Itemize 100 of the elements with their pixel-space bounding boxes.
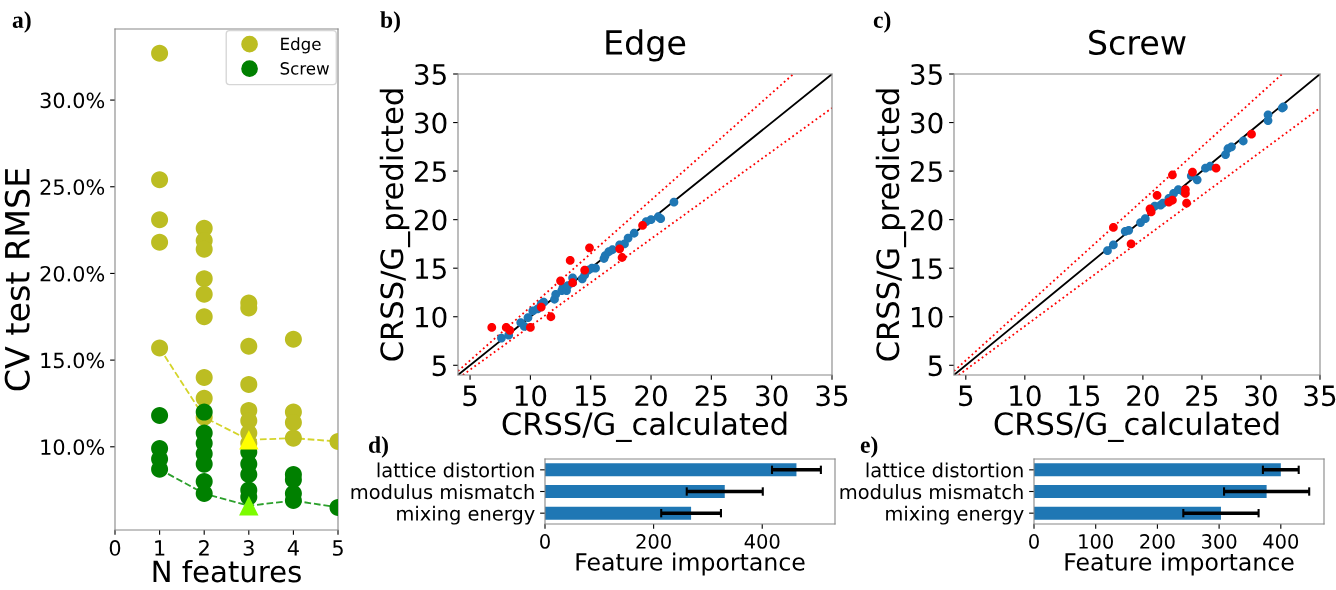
y-axis-title: CV test RMSE bbox=[4, 168, 30, 391]
y-tick-label: 35 bbox=[911, 63, 942, 85]
chart-title: Edge bbox=[606, 29, 686, 62]
text: e) bbox=[860, 436, 878, 458]
x-axis-title: CRSS/G_calculated bbox=[994, 411, 1279, 443]
point bbox=[497, 333, 506, 343]
point bbox=[151, 233, 169, 251]
point bbox=[1247, 129, 1256, 139]
point bbox=[565, 256, 575, 265]
bar bbox=[1034, 506, 1221, 520]
chart-title: Screw bbox=[1089, 29, 1186, 56]
x-tick-label: 5 bbox=[332, 540, 343, 556]
point bbox=[284, 429, 302, 447]
y-tick-label: mixing energy bbox=[886, 505, 1024, 525]
text: c) bbox=[873, 11, 891, 33]
x-tick-label: 5 bbox=[959, 385, 973, 407]
point bbox=[546, 312, 556, 322]
point bbox=[239, 496, 259, 516]
point bbox=[615, 244, 625, 254]
y-tick-label: 30 bbox=[911, 112, 943, 134]
point bbox=[1192, 175, 1202, 185]
bar bbox=[1034, 485, 1267, 498]
y-tick-label: 10 bbox=[911, 306, 943, 328]
x-tick-label: 3 bbox=[243, 540, 254, 556]
x-tick-label: 5 bbox=[463, 385, 477, 407]
y-tick-label: 15.0% bbox=[41, 352, 105, 369]
point bbox=[629, 228, 639, 238]
x-tick-label: 4 bbox=[287, 540, 299, 556]
point bbox=[240, 375, 258, 393]
point bbox=[151, 211, 169, 229]
x-tick-label: 1 bbox=[155, 540, 165, 556]
point bbox=[487, 323, 497, 332]
point bbox=[284, 330, 302, 348]
x-tick-label: 100 bbox=[1079, 534, 1113, 549]
point bbox=[585, 243, 594, 253]
point bbox=[523, 313, 533, 323]
point bbox=[151, 407, 169, 425]
y-tick-label: 20 bbox=[910, 209, 943, 231]
y-tick-label: lattice distortion bbox=[377, 462, 534, 478]
point bbox=[195, 368, 213, 386]
x-tick-label: 10 bbox=[1010, 385, 1041, 407]
y-tick-label: 30 bbox=[415, 112, 447, 134]
point bbox=[551, 290, 561, 299]
point bbox=[1109, 223, 1118, 232]
point bbox=[608, 245, 617, 255]
point bbox=[1168, 170, 1177, 180]
point bbox=[1182, 198, 1191, 208]
point bbox=[1152, 190, 1162, 200]
y-tick-label: 15 bbox=[911, 258, 942, 280]
point bbox=[151, 339, 169, 357]
point bbox=[195, 485, 213, 503]
x-tick-label: 20 bbox=[1127, 385, 1159, 407]
x-tick-label: 25 bbox=[695, 385, 727, 407]
x-axis-title: Feature importance bbox=[576, 552, 805, 576]
x-axis-title: N features bbox=[153, 559, 301, 583]
y-tick-label: 15 bbox=[415, 258, 446, 280]
point bbox=[638, 221, 647, 230]
bar bbox=[545, 485, 725, 498]
x-tick-label: 20 bbox=[635, 385, 667, 407]
point bbox=[669, 197, 679, 207]
y-tick-label: 20 bbox=[414, 209, 447, 231]
y-tick-label: 20.0% bbox=[40, 265, 105, 282]
x-tick-label: 2 bbox=[199, 540, 209, 556]
legend-label: Edge bbox=[281, 37, 321, 54]
x-axis-title: CRSS/G_calculated bbox=[502, 411, 787, 443]
point bbox=[1126, 239, 1136, 249]
point bbox=[1188, 167, 1197, 177]
x-tick-label: 200 bbox=[1140, 534, 1175, 549]
point bbox=[1238, 136, 1248, 146]
x-tick-label: 400 bbox=[744, 534, 780, 549]
bar bbox=[1034, 463, 1281, 477]
x-tick-label: 35 bbox=[816, 385, 848, 407]
point bbox=[1103, 246, 1112, 256]
point bbox=[1211, 163, 1221, 173]
y-tick-label: modulus mismatch bbox=[840, 484, 1023, 500]
y-tick-label: 35 bbox=[415, 63, 446, 85]
x-tick-label: 0 bbox=[109, 540, 121, 556]
bar bbox=[545, 506, 692, 520]
y-tick-label: 10.0% bbox=[41, 439, 105, 455]
point bbox=[195, 285, 213, 303]
x-tick-label: 300 bbox=[1202, 534, 1237, 549]
point bbox=[1168, 195, 1177, 205]
y-tick-label: 10 bbox=[415, 306, 447, 328]
y-tick-label: 30.0% bbox=[40, 92, 105, 109]
y-tick-label: 5 bbox=[928, 355, 942, 377]
text: a) bbox=[12, 11, 31, 33]
x-tick-label: 35 bbox=[1304, 385, 1336, 407]
x-tick-label: 0 bbox=[540, 534, 550, 549]
point bbox=[556, 276, 565, 286]
x-tick-label: 15 bbox=[576, 385, 606, 407]
x-tick-label: 30 bbox=[756, 385, 788, 407]
bar bbox=[545, 463, 797, 477]
point bbox=[195, 403, 213, 421]
x-tick-label: 200 bbox=[636, 534, 671, 549]
point bbox=[526, 323, 535, 332]
point bbox=[1140, 214, 1150, 224]
y-axis-title: CRSS/G_predicted bbox=[875, 89, 907, 361]
y-tick-label: 25.0% bbox=[40, 179, 105, 195]
y-axis-title: CRSS/G_predicted bbox=[379, 89, 411, 361]
y-tick-label: lattice distortion bbox=[866, 462, 1023, 478]
